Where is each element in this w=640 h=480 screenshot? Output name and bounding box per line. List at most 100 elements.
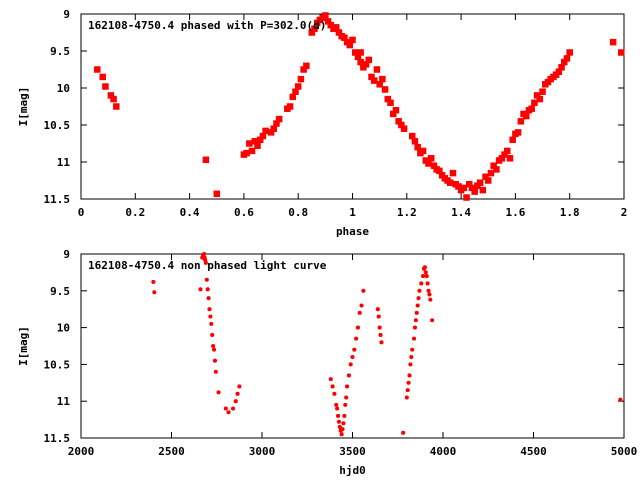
data-point bbox=[344, 395, 349, 400]
data-point bbox=[504, 147, 511, 155]
data-point bbox=[346, 373, 351, 378]
data-point bbox=[468, 184, 476, 192]
data-point bbox=[487, 169, 495, 177]
data-point bbox=[324, 18, 332, 25]
data-point bbox=[202, 156, 210, 164]
data-point bbox=[308, 29, 316, 36]
data-point bbox=[523, 112, 530, 120]
y-tick-label: 9.5 bbox=[50, 285, 70, 298]
data-point bbox=[609, 38, 617, 46]
data-point bbox=[94, 66, 101, 73]
data-point bbox=[335, 406, 340, 411]
data-point bbox=[335, 29, 343, 36]
y-tick-label: 9 bbox=[63, 248, 70, 261]
data-point bbox=[362, 61, 370, 68]
data-point bbox=[275, 115, 283, 123]
data-point bbox=[206, 296, 211, 301]
data-point bbox=[113, 103, 120, 110]
data-point bbox=[401, 430, 406, 435]
data-point bbox=[476, 179, 484, 186]
data-point bbox=[354, 336, 359, 341]
x-tick-label: 4000 bbox=[430, 445, 457, 458]
data-point bbox=[370, 77, 378, 84]
data-point bbox=[422, 265, 427, 270]
data-point bbox=[409, 354, 414, 360]
data-point bbox=[425, 160, 432, 167]
data-point bbox=[230, 406, 236, 411]
data-point bbox=[561, 58, 568, 66]
data-point bbox=[233, 399, 238, 404]
x-tick-label: 3000 bbox=[249, 445, 276, 458]
data-point bbox=[419, 147, 427, 155]
data-point bbox=[479, 186, 487, 194]
y-tick-label: 9 bbox=[63, 8, 70, 21]
y-axis-label: I[mag] bbox=[17, 326, 30, 366]
data-point bbox=[341, 421, 346, 426]
x-tick-label: 1.8 bbox=[560, 206, 580, 219]
data-point bbox=[501, 151, 508, 158]
data-point bbox=[539, 88, 546, 95]
data-point bbox=[102, 83, 109, 90]
data-point bbox=[256, 136, 264, 144]
data-point bbox=[406, 380, 411, 385]
data-point bbox=[211, 347, 217, 352]
data-point bbox=[339, 432, 344, 437]
data-point bbox=[400, 125, 408, 132]
data-point bbox=[427, 292, 432, 297]
data-point bbox=[327, 21, 335, 29]
data-point bbox=[294, 83, 302, 90]
data-point bbox=[482, 173, 489, 181]
data-point bbox=[216, 390, 221, 395]
x-tick-label: 3500 bbox=[339, 445, 366, 458]
data-point bbox=[377, 325, 382, 330]
data-point bbox=[498, 155, 506, 162]
data-point bbox=[99, 73, 106, 81]
data-point bbox=[424, 274, 429, 279]
data-point bbox=[328, 377, 333, 382]
data-point bbox=[198, 287, 203, 292]
data-point bbox=[343, 402, 348, 407]
data-point bbox=[392, 106, 400, 114]
phased-light-curve-panel: 0 0.2 0.4 0.6 0.8 1 1.2 1.4 1.6 1.8 2 9 9.5 10 10.5 11 1… bbox=[17, 8, 627, 238]
data-point bbox=[213, 369, 218, 374]
y-tick-label: 10.5 bbox=[44, 358, 71, 371]
x-tick-label: 0.8 bbox=[288, 206, 308, 219]
data-point bbox=[357, 58, 364, 66]
data-point bbox=[209, 321, 214, 326]
data-point bbox=[251, 138, 259, 145]
data-point bbox=[558, 64, 565, 71]
data-point bbox=[405, 388, 410, 393]
data-point bbox=[455, 183, 462, 190]
data-point bbox=[286, 103, 294, 110]
data-point bbox=[289, 93, 297, 101]
x-tick-label: 0 bbox=[78, 206, 85, 219]
data-point bbox=[387, 99, 394, 107]
x-tick-label: 0.4 bbox=[180, 206, 200, 219]
data-point bbox=[376, 81, 383, 88]
data-point bbox=[563, 55, 571, 62]
data-point bbox=[415, 303, 420, 308]
data-point bbox=[414, 310, 419, 315]
x-tick-label: 2500 bbox=[158, 445, 185, 458]
data-point bbox=[368, 73, 375, 81]
data-point bbox=[436, 167, 443, 175]
data-point bbox=[223, 406, 228, 411]
data-point bbox=[381, 86, 389, 93]
non-phased-light-curve-panel: 2000 2500 3000 3500 4000 4500 5000 9 9.5 10 10.5 11… bbox=[17, 248, 637, 477]
data-point bbox=[248, 147, 256, 155]
data-point bbox=[350, 354, 355, 360]
data-point bbox=[273, 120, 280, 127]
x-tick-label: 5000 bbox=[611, 445, 638, 458]
data-point bbox=[533, 92, 541, 99]
data-point bbox=[332, 24, 340, 31]
data-point bbox=[107, 92, 115, 99]
data-point bbox=[536, 95, 544, 103]
data-point bbox=[379, 75, 386, 83]
data-point bbox=[410, 347, 415, 352]
data-point bbox=[340, 427, 345, 432]
y-tick-label: 11 bbox=[57, 395, 71, 408]
data-point bbox=[211, 343, 216, 349]
data-point bbox=[517, 118, 525, 125]
data-point bbox=[414, 143, 421, 151]
y-tick-label: 10 bbox=[57, 82, 70, 95]
